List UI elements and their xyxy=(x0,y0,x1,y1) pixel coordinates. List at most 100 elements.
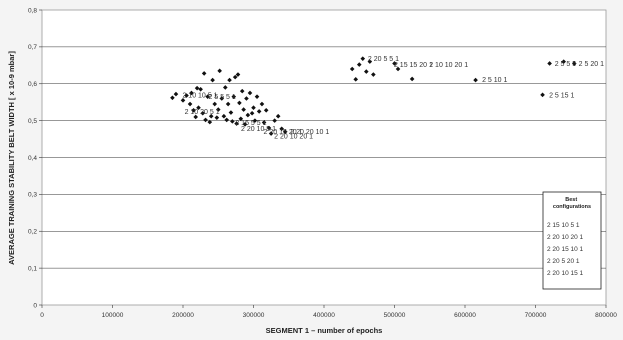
point-labels: 2 10 10 5 12 5 5 5 1 2 10 20 5 1 2 15 5 5 … xyxy=(182,56,604,140)
data-point xyxy=(349,66,355,72)
x-tick-label: 500000 xyxy=(384,312,406,319)
data-point xyxy=(261,120,267,125)
data-point xyxy=(367,59,373,64)
data-point xyxy=(189,90,194,96)
data-point xyxy=(234,121,239,126)
y-tick-label: 0,7 xyxy=(28,44,37,51)
data-point xyxy=(224,117,230,123)
gridlines xyxy=(42,46,606,269)
data-point xyxy=(231,94,237,99)
point-label: 2 20 20 10 1 xyxy=(290,129,329,136)
data-point xyxy=(212,101,218,107)
x-tick-label: 600000 xyxy=(454,312,476,319)
data-point xyxy=(251,105,256,111)
point-label: 2 5 10 1 xyxy=(482,77,507,84)
point-label: 2 5 20 1 xyxy=(579,61,604,68)
data-point xyxy=(272,118,277,123)
data-point xyxy=(540,92,545,98)
data-point xyxy=(173,91,179,97)
point-label: 2 5 5 5 1 xyxy=(209,94,236,101)
data-point xyxy=(353,77,359,82)
data-point xyxy=(208,113,214,119)
x-tick-label: 200000 xyxy=(172,312,194,319)
data-point xyxy=(395,66,401,72)
data-point xyxy=(210,77,215,83)
point-label: 2 5 15 1 xyxy=(549,92,574,99)
y-tick-label: 0,8 xyxy=(28,7,37,14)
legend-entries: 2 15 10 5 1 2 20 10 20 1 2 20 15 10 1 2 20 … xyxy=(547,222,584,277)
x-tick-label: 800000 xyxy=(595,312,617,319)
data-point xyxy=(187,101,193,107)
data-point xyxy=(571,61,577,66)
point-label: 2 20 5 5 1 xyxy=(368,56,399,63)
data-point xyxy=(191,108,196,113)
data-point xyxy=(282,129,288,134)
data-point xyxy=(225,101,231,107)
data-point xyxy=(227,77,232,83)
data-point xyxy=(268,131,274,136)
point-label: 2 15 15 20 1 xyxy=(394,62,433,69)
legend-entry: 2 20 10 15 1 xyxy=(547,270,584,277)
data-point xyxy=(200,110,206,116)
legend-title: Best configurations xyxy=(553,197,591,210)
data-point xyxy=(279,126,284,132)
data-point xyxy=(214,115,220,120)
data-point xyxy=(247,90,253,96)
data-point xyxy=(198,86,203,92)
data-point xyxy=(235,72,241,77)
data-point xyxy=(217,68,222,74)
legend-box xyxy=(542,191,602,290)
data-point xyxy=(230,119,235,124)
y-axis-label: AVERAGE TRAINING STABILITY BELT WIDTH [ … xyxy=(7,51,16,265)
data-point xyxy=(263,108,269,113)
data-point xyxy=(254,94,260,99)
legend: Best configurations 2 15 10 5 1 2 20 10 2… xyxy=(542,191,602,290)
point-label: 2 20 10 20 1 xyxy=(274,134,313,141)
data-points xyxy=(170,56,577,136)
legend-entry: 2 20 15 10 1 xyxy=(547,246,584,253)
data-point xyxy=(239,88,245,94)
data-point xyxy=(360,56,366,61)
data-point xyxy=(473,77,478,83)
x-tick-label: 300000 xyxy=(243,312,265,319)
data-point xyxy=(223,85,228,90)
data-point xyxy=(205,94,210,99)
data-point xyxy=(409,76,415,82)
y-tick-label: 0,6 xyxy=(28,81,37,88)
data-point xyxy=(242,122,248,127)
data-point xyxy=(241,107,246,112)
data-point xyxy=(215,107,221,112)
y-axis-ticks: 0 0,1 0,2 0,3 0,4 0,5 0,6 0,7 0,8 xyxy=(28,7,42,309)
data-point xyxy=(193,114,198,120)
data-point xyxy=(180,98,186,103)
data-point xyxy=(221,113,227,119)
data-point xyxy=(184,93,189,98)
data-point xyxy=(219,96,225,101)
data-point xyxy=(237,100,242,106)
data-point xyxy=(249,110,255,116)
data-point xyxy=(561,59,566,64)
point-label: 2 20 15 20 1 xyxy=(264,129,303,136)
y-tick-label: 0,3 xyxy=(28,192,37,199)
legend-title-line-1: Best xyxy=(565,197,577,203)
point-label: 2 5 5 5 xyxy=(555,61,577,68)
data-point xyxy=(232,74,238,80)
data-point xyxy=(244,96,249,101)
point-label: 2 20 10 5 1 xyxy=(241,126,276,133)
y-tick-label: 0,2 xyxy=(28,229,37,236)
x-axis-label: SEGMENT 1 – number of epochs xyxy=(266,326,383,335)
x-tick-label: 0 xyxy=(40,312,44,319)
x-tick-label: 100000 xyxy=(102,312,124,319)
point-label: 2 10 20 5 1 xyxy=(185,109,220,116)
point-label: 2 10 10 20 1 xyxy=(429,62,468,69)
y-tick-label: 0,5 xyxy=(28,118,37,125)
data-point xyxy=(275,113,281,119)
data-point xyxy=(371,72,376,77)
data-point xyxy=(201,71,207,76)
x-axis-ticks: 0 100000 200000 300000 400000 500000 600000 700… xyxy=(40,305,617,319)
y-tick-label: 0 xyxy=(33,302,37,309)
legend-entry: 2 15 10 5 1 xyxy=(547,222,580,229)
x-tick-label: 700000 xyxy=(525,312,547,319)
y-tick-label: 0,4 xyxy=(28,155,37,162)
